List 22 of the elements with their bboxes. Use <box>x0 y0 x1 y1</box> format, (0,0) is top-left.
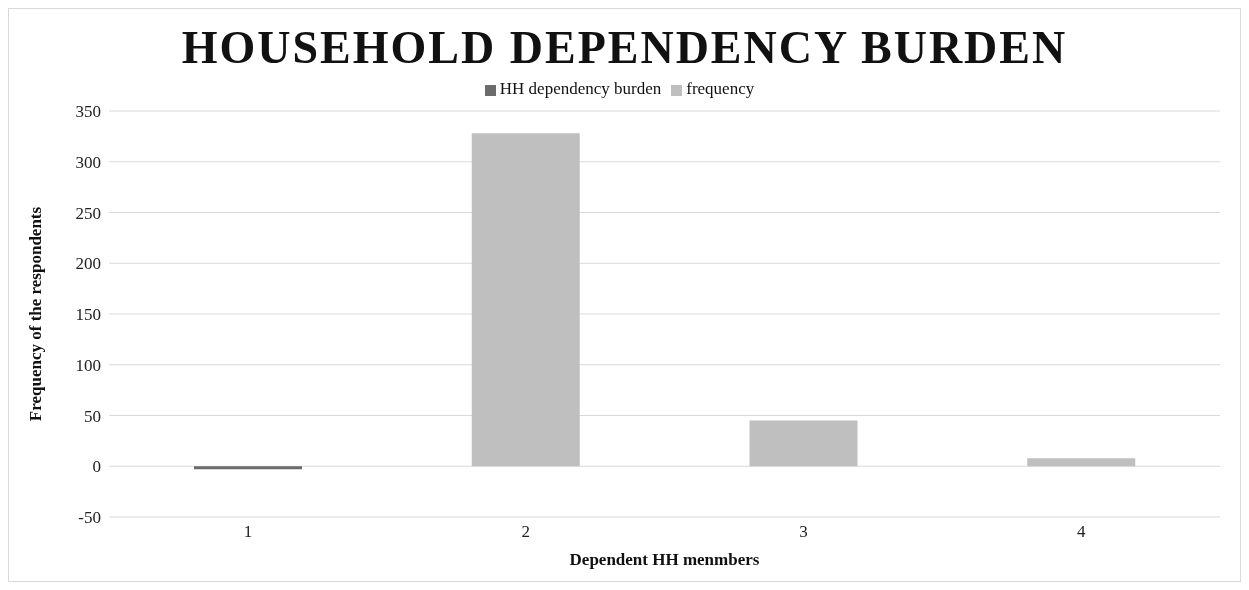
bar <box>194 466 302 470</box>
chart-title: HOUSEHOLD DEPENDENCY BURDEN <box>180 21 1069 75</box>
y-tick-label: 350 <box>75 102 101 122</box>
y-tick-label: 150 <box>75 305 101 325</box>
x-tick-label: 4 <box>1076 522 1086 542</box>
x-tick-label: 1 <box>243 522 253 542</box>
x-axis-title: Dependent HH menmbers <box>569 550 760 569</box>
bar <box>471 133 580 467</box>
y-axis-title: Frequency of the respondents <box>26 206 46 422</box>
bar <box>1027 458 1136 467</box>
y-tick-label: 100 <box>75 355 101 375</box>
y-tick-label: 250 <box>75 203 101 223</box>
legend-label: frequency <box>686 79 755 98</box>
x-tick-label: 3 <box>799 522 808 542</box>
x-tick-label: 2 <box>521 522 530 542</box>
legend-label: HH dependency burden <box>499 79 662 98</box>
y-tick-label: 300 <box>75 152 101 172</box>
y-tick-label: 0 <box>92 457 101 477</box>
y-tick-label: 200 <box>75 254 101 274</box>
bar <box>749 420 858 467</box>
y-tick-label: -50 <box>78 508 101 528</box>
y-tick-label: 50 <box>84 406 101 426</box>
